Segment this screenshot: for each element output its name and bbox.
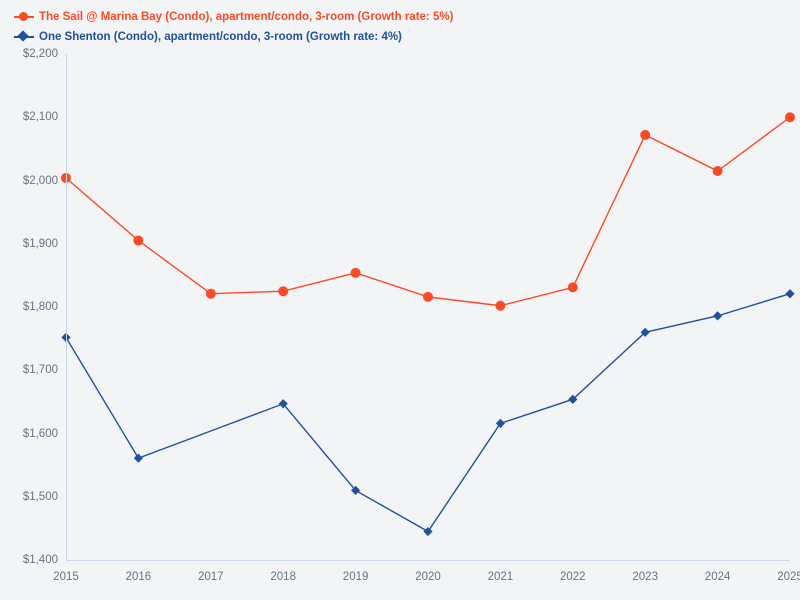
y-axis-line [66, 54, 67, 560]
data-point[interactable] [423, 291, 433, 302]
y-axis-tick-label: $1,800 [22, 301, 58, 313]
data-point[interactable] [640, 129, 651, 140]
data-point[interactable] [495, 300, 506, 311]
x-axis-tick-label: 2017 [198, 571, 224, 583]
x-axis-tick-label: 2019 [342, 571, 369, 583]
x-axis-tick-label: 2021 [487, 571, 514, 583]
legend-marker-circle-icon [14, 10, 34, 24]
data-point[interactable] [567, 282, 578, 293]
data-point[interactable] [278, 286, 289, 297]
data-point[interactable] [785, 112, 795, 123]
x-axis-line [66, 560, 790, 561]
x-axis-tick-label: 2024 [704, 571, 731, 583]
data-point[interactable] [423, 526, 433, 537]
legend-item-label: One Shenton (Condo), apartment/condo, 3-… [39, 31, 402, 43]
data-point[interactable] [712, 166, 723, 177]
data-point[interactable] [640, 327, 650, 337]
data-point[interactable] [133, 235, 144, 246]
data-point[interactable] [205, 288, 216, 299]
data-point[interactable] [785, 289, 795, 299]
series-line [65, 116, 791, 307]
legend-marker-diamond-icon [14, 30, 34, 44]
x-axis-tick-label: 2018 [270, 571, 296, 583]
data-point[interactable] [350, 267, 361, 278]
y-axis-tick-label: $1,400 [22, 554, 58, 566]
chart-legend: The Sail @ Marina Bay (Condo), apartment… [14, 8, 794, 48]
data-point[interactable] [713, 311, 723, 321]
series-1 [61, 112, 795, 311]
x-axis-tick-label: 2025 [777, 571, 800, 583]
data-point[interactable] [495, 418, 505, 428]
series-line [65, 293, 791, 533]
data-point[interactable] [351, 485, 361, 496]
legend-item-the-sail-marina-bay[interactable]: The Sail @ Marina Bay (Condo), apartment… [14, 8, 794, 26]
y-axis-tick-label: $2,200 [22, 48, 58, 60]
y-axis-tick-label: $1,900 [22, 237, 58, 250]
y-axis-tick-label: $1,700 [22, 364, 58, 377]
y-axis-tick-label: $2,000 [22, 174, 58, 187]
series-2 [61, 289, 795, 537]
y-axis-tick-label: $2,100 [22, 111, 58, 124]
y-axis-tick-label: $1,600 [22, 427, 58, 440]
x-axis-tick-label: 2022 [560, 571, 586, 583]
x-axis-tick-label: 2015 [53, 571, 79, 583]
x-axis-tick-label: 2016 [125, 571, 152, 583]
x-axis-tick-label: 2023 [632, 571, 658, 583]
data-point[interactable] [133, 453, 143, 463]
x-axis-tick-label: 2020 [415, 571, 441, 583]
data-point[interactable] [568, 394, 578, 404]
legend-item-one-shenton[interactable]: One Shenton (Condo), apartment/condo, 3-… [14, 28, 794, 46]
y-axis-tick-label: $1,500 [22, 490, 58, 503]
data-point[interactable] [278, 399, 288, 409]
legend-item-label: The Sail @ Marina Bay (Condo), apartment… [39, 11, 454, 23]
